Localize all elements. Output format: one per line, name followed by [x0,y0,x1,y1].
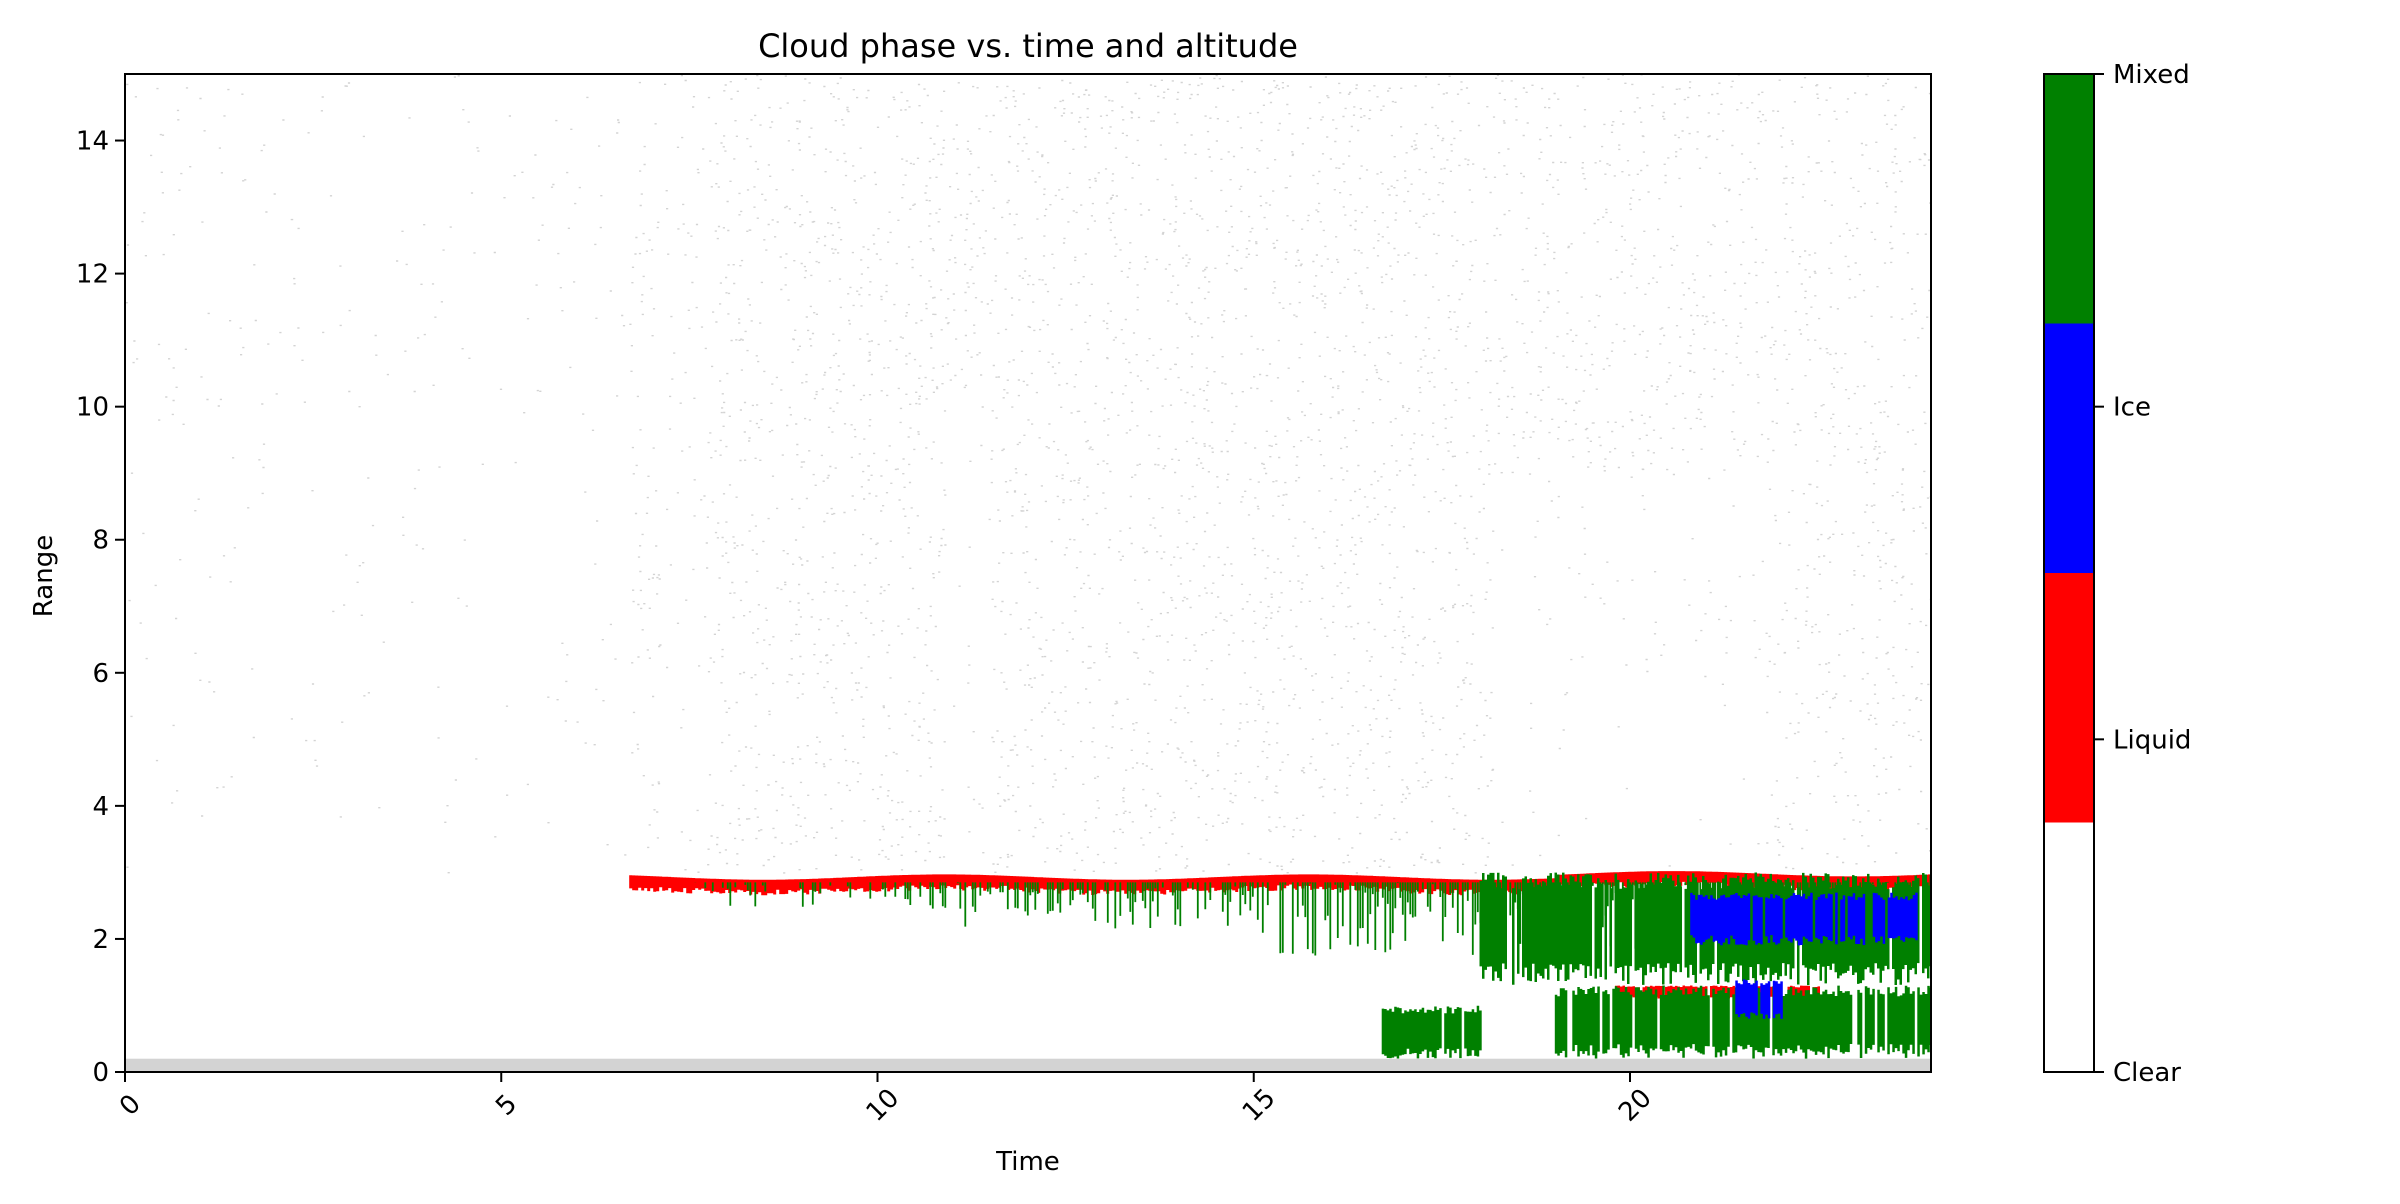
colorbar: Clear Liquid Ice Mixed [2043,60,2191,1088]
chart-title: Cloud phase vs. time and altitude [758,27,1298,65]
y-axis: 0 2 4 6 8 10 12 14 [76,127,125,1088]
colorbar-label-liquid: Liquid [2113,725,2191,755]
plot-frame [124,73,1932,1073]
colorbar-frame [2043,73,2095,1073]
y-tick-label: 8 [92,526,109,556]
x-axis: 0 5 10 15 20 [114,1072,1658,1128]
y-tick-label: 14 [76,127,109,157]
colorbar-swatch-ice [2044,323,2094,573]
x-axis-label: Time [995,1147,1060,1177]
y-tick-label: 10 [76,393,109,423]
y-tick-label: 6 [92,659,109,689]
phase-region-9 [1735,979,1783,1019]
x-tick-label: 20 [1613,1083,1658,1128]
colorbar-label-ice: Ice [2113,393,2151,423]
x-tick-label: 5 [490,1089,523,1122]
y-axis-label: Range [29,535,59,617]
y-tick-label: 12 [76,260,109,290]
x-tick-label: 15 [1237,1083,1282,1128]
colorbar-swatch-mixed [2044,74,2094,324]
colorbar-label-mixed: Mixed [2113,60,2190,90]
y-tick-label: 0 [92,1058,109,1088]
phase-region-3 [694,882,1931,956]
x-tick-label: 0 [114,1089,147,1122]
phase-region-8 [1554,985,1931,1059]
y-tick-label: 4 [92,792,109,822]
plot-area [125,74,1931,1072]
phase-region-0 [125,74,1931,874]
colorbar-swatch-liquid [2044,573,2094,823]
x-tick-label: 10 [861,1083,906,1128]
phase-region-7 [1381,1005,1482,1059]
phase-region-5 [1690,892,1918,946]
phase-region-1 [125,1058,1931,1072]
colorbar-swatch-clear [2044,822,2094,1072]
y-tick-label: 2 [92,925,109,955]
colorbar-label-clear: Clear [2113,1058,2181,1088]
